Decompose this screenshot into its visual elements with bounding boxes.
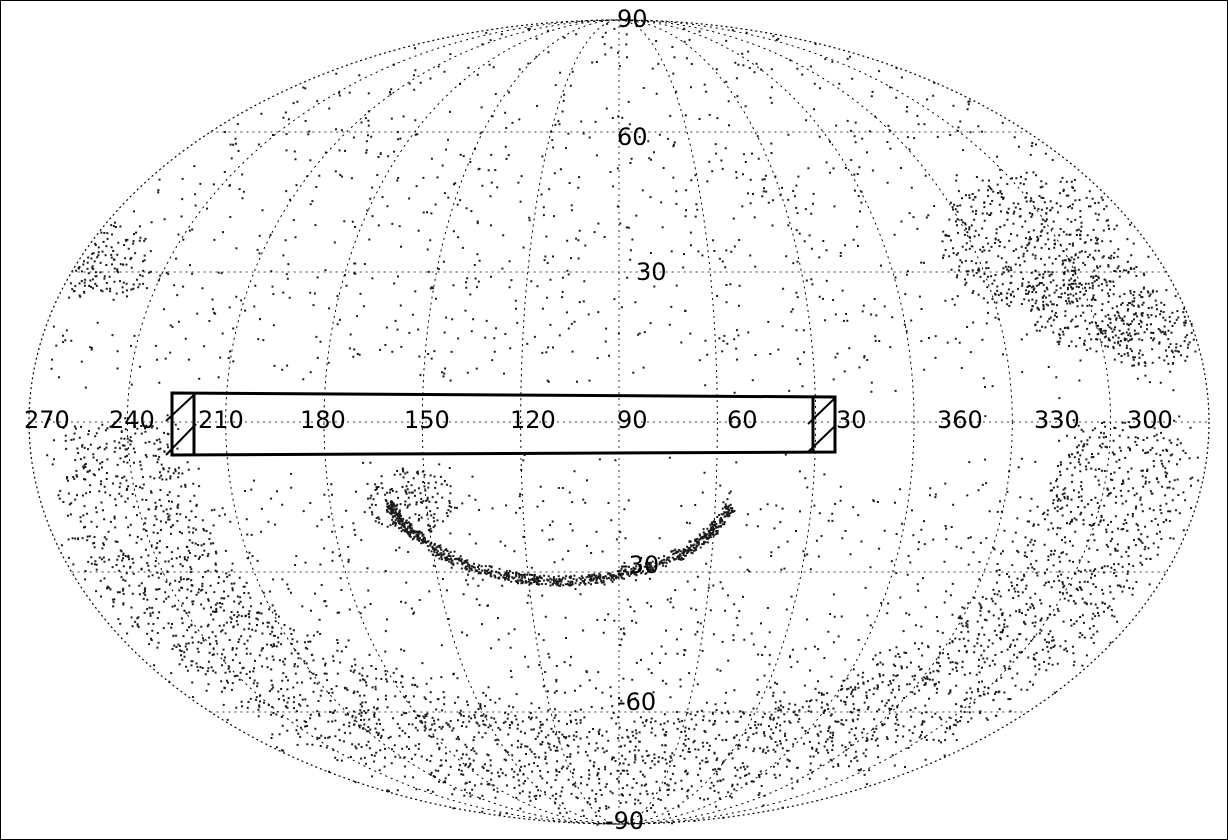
map-outline: [28, 19, 1210, 825]
lon-label-120: 120: [510, 406, 556, 434]
lon-label-90: 90: [617, 406, 648, 434]
lon-label-240: 240: [109, 406, 155, 434]
lat-label-minus-90: -90: [605, 807, 644, 835]
lon-label-360: 360: [937, 406, 983, 434]
hatch-right-2: [807, 425, 836, 453]
survey-strip-outline: [170, 391, 837, 457]
lon-label-210: 210: [198, 406, 244, 434]
lat-label-90: 90: [617, 5, 648, 33]
hatch-left-2: [165, 423, 197, 456]
lat-label-60: 60: [617, 123, 648, 151]
lat-label-minus-60: -60: [617, 688, 656, 716]
axis-labels: 270 240 210 180 150 120 90 60 30 360 330…: [24, 5, 1173, 835]
survey-strip: [165, 391, 837, 457]
lat-label-30: 30: [636, 258, 667, 286]
lon-label-150: 150: [404, 406, 450, 434]
lon-label-180: 180: [300, 406, 346, 434]
lon-label-60: 60: [727, 406, 758, 434]
lon-label-30: 30: [836, 406, 867, 434]
lat-label-minus-30: -30: [620, 551, 659, 579]
hatch-right-1: [807, 397, 836, 425]
hatch-left-1: [165, 392, 197, 422]
lon-label-300: 300: [1127, 406, 1173, 434]
meridian-line: [520, 19, 718, 825]
lon-label-270: 270: [24, 406, 70, 434]
lon-label-330: 330: [1034, 406, 1080, 434]
